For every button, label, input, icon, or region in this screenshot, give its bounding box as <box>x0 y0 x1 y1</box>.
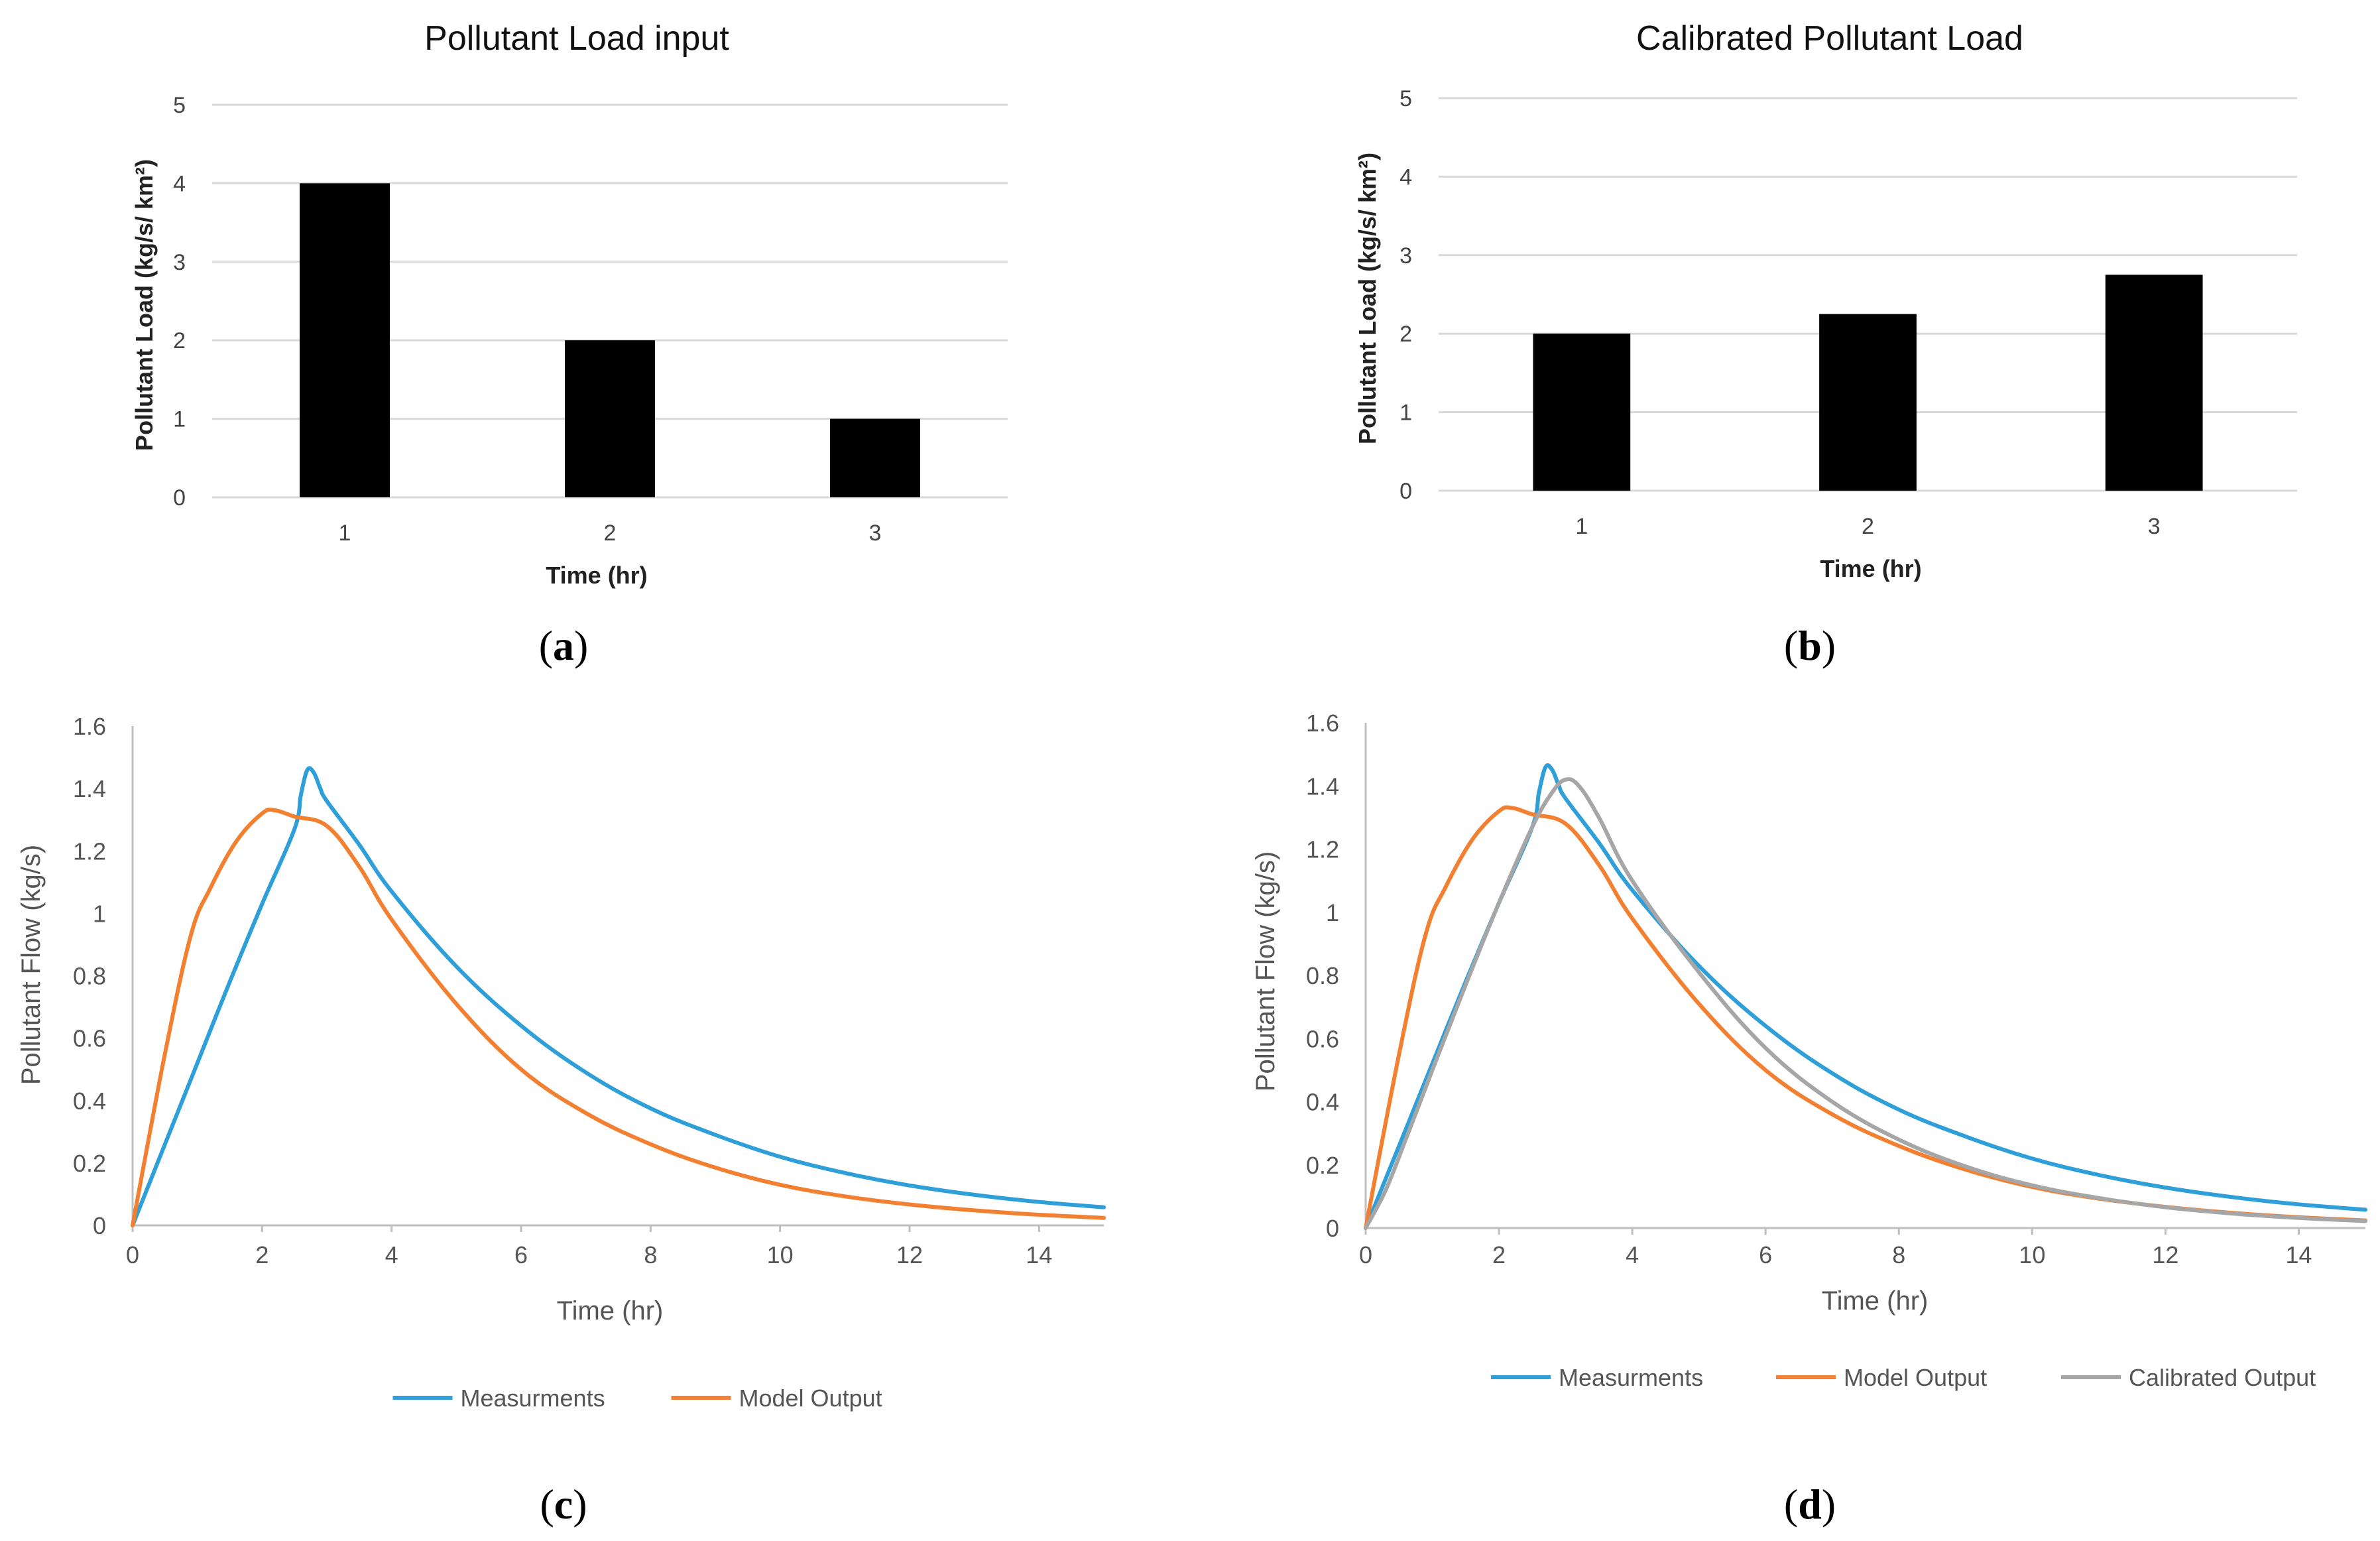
panel-b-y-tick: 1 <box>1399 401 1412 426</box>
panel-d-x-tick: 4 <box>1626 1241 1639 1268</box>
panel-d-y-tick: 0 <box>1326 1215 1339 1242</box>
panel-c-y-tick: 0.8 <box>73 963 106 990</box>
panel-a-y-tick: 3 <box>173 250 186 275</box>
panel-a-y-tick: 1 <box>173 407 186 432</box>
panel-a-ylabel: Pollutant Load (kg/s/ km²) <box>131 159 158 451</box>
panel-d-x-tick: 2 <box>1492 1241 1506 1268</box>
panel-d-y-tick: 1.6 <box>1306 709 1339 737</box>
panel-c-y-tick: 0 <box>93 1212 106 1239</box>
panel-d-legend: Measurments Model Output Calibrated Output <box>1491 1364 2316 1391</box>
panel-a-x-tick: 2 <box>604 521 617 546</box>
panel-b-y-tick: 2 <box>1399 322 1412 347</box>
panel-c-legend-label: Model Output <box>739 1385 882 1412</box>
panel-d-x-tick: 10 <box>2019 1241 2045 1268</box>
panel-a-bar-chart: Pollutant Load input 0 1 2 3 4 5 1 2 3 Time (hr)… <box>131 19 1008 669</box>
panel-d-legend-label: Model Output <box>1844 1364 1987 1391</box>
panel-b-title: Calibrated Pollutant Load <box>1636 19 2023 58</box>
panel-d-series-measurements <box>1364 763 2367 1230</box>
panel-c-y-tick: 1 <box>93 900 106 927</box>
panel-c-y-tick: 0.6 <box>73 1025 106 1052</box>
panel-d-legend-label: Calibrated Output <box>2129 1364 2316 1391</box>
panel-c-caption: (c) <box>540 1481 587 1528</box>
panel-c-x-tick: 10 <box>767 1241 794 1268</box>
panel-c-line-chart: 0 0.2 0.4 0.6 0.8 1 1.2 1.4 1.6 0 2 4 6 8 10 12 14 Time … <box>17 713 1106 1528</box>
panel-d-x-tick: 12 <box>2152 1241 2178 1268</box>
panel-a-caption: (a) <box>539 622 589 669</box>
panel-a-y-tick: 2 <box>173 328 186 353</box>
panel-c-series-measurements <box>131 766 1106 1227</box>
panel-a-bar-2 <box>565 340 655 497</box>
panel-a-y-tick: 5 <box>173 93 186 118</box>
panel-d-series-calibrated-output <box>1364 777 2367 1230</box>
panel-d-caption: (d) <box>1784 1481 1836 1528</box>
panel-a-title: Pollutant Load input <box>424 19 729 58</box>
panel-c-legend: Measurments Model Output <box>392 1385 882 1412</box>
panel-c-ylabel: Pollutant Flow (kg/s) <box>17 845 46 1085</box>
panel-d-legend-label: Measurments <box>1559 1364 1703 1391</box>
panel-d-x-tick: 8 <box>1892 1241 1905 1268</box>
panel-c-y-tick: 0.4 <box>73 1087 106 1115</box>
panel-d-xlabel: Time (hr) <box>1822 1286 1929 1316</box>
panel-b-y-tick: 3 <box>1399 243 1412 269</box>
panel-b-y-tick: 5 <box>1399 86 1412 111</box>
panel-c-x-tick: 12 <box>896 1241 923 1268</box>
panel-c-x-tick: 14 <box>1026 1241 1052 1268</box>
panel-b-x-tick: 3 <box>2148 514 2161 539</box>
panel-a-x-tick: 3 <box>869 521 882 546</box>
panel-c-x-tick: 0 <box>126 1241 139 1268</box>
panel-c-x-tick: 4 <box>385 1241 398 1268</box>
panel-b-bar-2 <box>1819 314 1917 491</box>
panel-d-x-tick: 6 <box>1759 1241 1772 1268</box>
panel-d-y-tick: 1.2 <box>1306 836 1339 863</box>
panel-d-y-tick: 0.6 <box>1306 1025 1339 1052</box>
panel-b-y-tick: 0 <box>1399 479 1412 504</box>
panel-d-y-tick: 1 <box>1326 899 1339 926</box>
panel-a-xlabel: Time (hr) <box>546 562 647 589</box>
panel-c-x-tick: 2 <box>255 1241 268 1268</box>
panel-c-xlabel: Time (hr) <box>557 1296 664 1325</box>
panel-b-caption: (b) <box>1784 622 1836 669</box>
panel-c-caption-letter: c <box>554 1481 573 1528</box>
panel-c-y-tick: 1.2 <box>73 837 106 865</box>
panel-d-y-tick: 0.8 <box>1306 962 1339 989</box>
panel-a-y-tick: 0 <box>173 485 186 511</box>
panel-b-caption-letter: b <box>1798 622 1822 669</box>
panel-b-y-tick: 4 <box>1399 164 1412 190</box>
panel-b-ylabel: Pollutant Load (kg/s/ km²) <box>1354 153 1381 444</box>
panel-b-x-tick: 1 <box>1575 514 1588 539</box>
panel-b-bar-3 <box>2105 275 2203 491</box>
panel-b-x-tick: 2 <box>1862 514 1874 539</box>
panel-c-legend-label: Measurments <box>461 1385 605 1412</box>
panel-d-y-tick: 0.2 <box>1306 1152 1339 1179</box>
panel-d-caption-letter: d <box>1798 1481 1822 1528</box>
panel-a-y-tick: 4 <box>173 171 186 196</box>
panel-d-y-tick: 0.4 <box>1306 1089 1339 1116</box>
panel-c-y-tick: 1.4 <box>73 775 106 802</box>
panel-a-bar-1 <box>300 183 390 497</box>
panel-b-xlabel: Time (hr) <box>1820 555 1921 582</box>
panel-b-bar-chart: Calibrated Pollutant Load 0 1 2 3 4 5 1 2 3 Time… <box>1354 19 2297 669</box>
panel-d-x-tick: 0 <box>1359 1241 1372 1268</box>
panel-b-bar-1 <box>1533 334 1631 491</box>
panel-d-y-tick: 1.4 <box>1306 772 1339 800</box>
panel-c-series-model-output <box>131 807 1106 1227</box>
panel-d-line-chart: 0 0.2 0.4 0.6 0.8 1 1.2 1.4 1.6 0 2 4 6 8 10 12 14 Time … <box>1251 709 2367 1528</box>
panel-c-x-tick: 8 <box>644 1241 657 1268</box>
panel-c-x-tick: 6 <box>514 1241 528 1268</box>
panel-c-y-tick: 0.2 <box>73 1150 106 1177</box>
panel-d-x-tick: 14 <box>2285 1241 2312 1268</box>
panel-a-x-tick: 1 <box>339 521 351 546</box>
panel-a-caption-letter: a <box>553 622 574 669</box>
panel-a-bar-3 <box>830 418 920 497</box>
panel-d-ylabel: Pollutant Flow (kg/s) <box>1251 851 1280 1091</box>
panel-c-y-tick: 1.6 <box>73 713 106 740</box>
